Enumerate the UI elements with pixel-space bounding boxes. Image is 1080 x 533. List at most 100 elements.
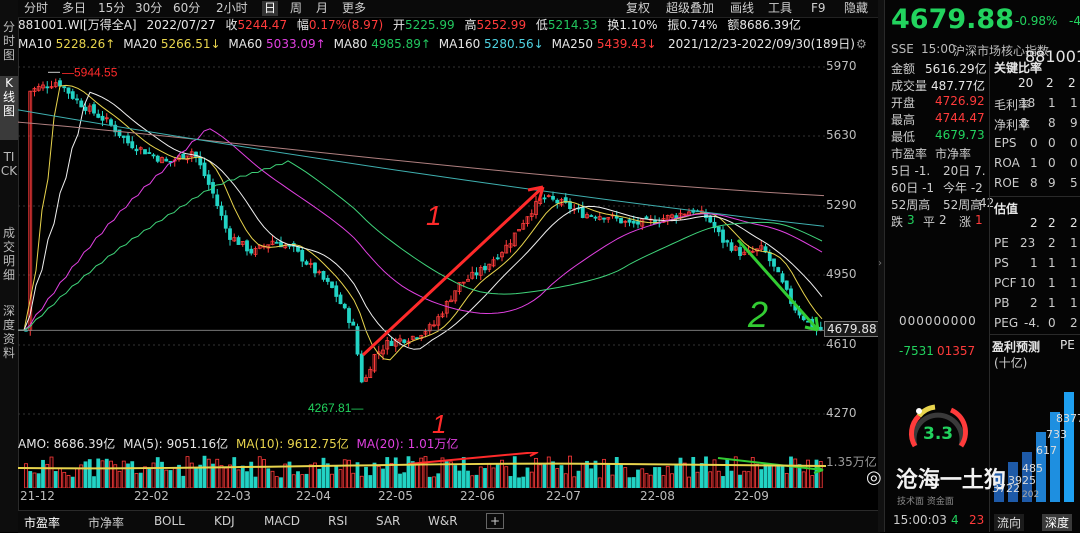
amplitude-value: 0.74% [679, 18, 718, 32]
adjust-button[interactable]: 复权 [626, 1, 651, 15]
volume-bar [185, 456, 190, 488]
candle-body [449, 299, 453, 303]
x-tick: 22-03 [216, 489, 251, 503]
rise-count: 1 [975, 213, 983, 227]
period-month[interactable]: 月 [316, 1, 329, 15]
volume-bar [576, 470, 581, 488]
volume-bar [228, 464, 232, 488]
candle-body [147, 152, 152, 154]
candle-body [274, 241, 279, 244]
tab-kdj[interactable]: KDJ [214, 514, 235, 528]
period-30min[interactable]: 30分 [135, 1, 163, 15]
kline-chart[interactable]: —5944.55 4267.81— 1 2 1 [18, 55, 826, 435]
volume-bar [53, 471, 58, 488]
depth-tab[interactable]: 深度 [1042, 514, 1073, 531]
key-row-value: 8 [1020, 116, 1028, 130]
flow-tab[interactable]: 流向 [994, 514, 1025, 531]
volume-bar [160, 461, 164, 488]
candle-body [236, 237, 241, 245]
volume-bar [610, 474, 615, 488]
volume-chart[interactable] [18, 452, 826, 488]
volume-bar [674, 463, 679, 488]
key-row-value: 0 [1048, 156, 1056, 170]
ma60-value: 5033.09↑ [266, 37, 326, 51]
hide-button[interactable]: 隐藏 [844, 1, 869, 15]
candle-body [470, 271, 475, 279]
volume-bar [678, 457, 683, 488]
volume-bar [559, 465, 564, 488]
period-more[interactable]: 更多 [342, 1, 367, 15]
volume-bar [389, 462, 394, 488]
period-15min[interactable]: 15分 [98, 1, 126, 15]
key-row-value: 5 [1070, 176, 1078, 190]
volume-bar [355, 462, 360, 488]
f9-button[interactable]: F9 [811, 1, 826, 15]
period-minute[interactable]: 分时 [24, 1, 49, 15]
week52-high: 52周高 [891, 198, 931, 212]
candle-body [738, 247, 742, 256]
period-60min[interactable]: 60分 [173, 1, 201, 15]
period-2hour[interactable]: 2小时 [216, 1, 248, 15]
volume-bar [461, 457, 466, 488]
net-flow-in: 01357 [937, 344, 976, 358]
key-row-value: 0 [1070, 156, 1078, 170]
volume-label: 成交量 [891, 79, 928, 93]
amo-ma20-label: MA(20): [356, 437, 404, 451]
volume-bar [87, 459, 92, 488]
forecast-val: 485 [1022, 462, 1043, 475]
period-week[interactable]: 周 [290, 1, 303, 15]
tab-time-sharing[interactable]: 分时图 [2, 20, 15, 62]
volume-bar [474, 474, 479, 488]
flat-count: 2 [939, 213, 947, 227]
volume-bar [194, 467, 198, 488]
tab-sar[interactable]: SAR [376, 514, 401, 528]
tab-kline[interactable]: K线图 [0, 76, 18, 140]
tab-tick[interactable]: TICK [0, 150, 18, 178]
candle-body [415, 337, 419, 340]
tools-button[interactable]: 工具 [768, 1, 793, 15]
candle-body [487, 263, 492, 270]
volume-bar [206, 458, 211, 488]
volume-bar [321, 457, 326, 488]
volume-bar [593, 460, 598, 488]
candle-body [729, 242, 734, 251]
amo-ma10-label: MA(10): [236, 437, 284, 451]
candle-body [529, 213, 534, 217]
period-day[interactable]: 日 [262, 1, 279, 16]
tab-pe[interactable]: 市盈率 [24, 516, 61, 530]
flat-label: 平 [923, 215, 936, 229]
tab-depth-data[interactable]: 深度资料 [2, 304, 15, 360]
tab-rsi[interactable]: RSI [328, 514, 348, 528]
draw-button[interactable]: 画线 [730, 1, 755, 15]
volume-bar [134, 473, 139, 488]
tab-boll[interactable]: BOLL [154, 514, 185, 528]
candle-body [206, 174, 211, 185]
tab-pb[interactable]: 市净率 [88, 516, 125, 530]
period-multiday[interactable]: 多日 [62, 1, 87, 15]
x-tick: 21-12 [20, 489, 55, 503]
val-row-value: 0 [1048, 316, 1056, 330]
val-row-value: 1 [1048, 256, 1056, 270]
collapse-arrow-icon[interactable]: › [878, 258, 882, 269]
tab-trade-detail[interactable]: 成交明细 [2, 226, 15, 282]
tab-wr[interactable]: W&R [428, 514, 458, 528]
ma-legend-bar: MA10 5228.26↑ MA20 5266.51↓ MA60 5033.09… [18, 36, 880, 53]
candle-body [138, 147, 143, 150]
val-col: 2 [1070, 216, 1078, 230]
x-tick: 22-07 [546, 489, 581, 503]
add-indicator-button[interactable]: + [486, 513, 505, 529]
volume-bar [432, 476, 436, 488]
candle-body [432, 324, 436, 327]
amo-value: 8686.39亿 [53, 437, 116, 451]
tab-macd[interactable]: MACD [264, 514, 300, 528]
hand-mark-2: 2 [747, 294, 768, 335]
settings-gear-icon[interactable]: ⚙ [856, 37, 867, 51]
overlay-button[interactable]: 超级叠加 [666, 1, 715, 15]
panel-splitter[interactable]: › [878, 0, 884, 532]
candle-body [712, 221, 717, 229]
candle-body [563, 197, 568, 203]
ma60-label: MA60 [228, 37, 263, 51]
volume-bar [92, 476, 96, 488]
volume-bar [466, 470, 470, 488]
volume-bar [763, 464, 768, 488]
